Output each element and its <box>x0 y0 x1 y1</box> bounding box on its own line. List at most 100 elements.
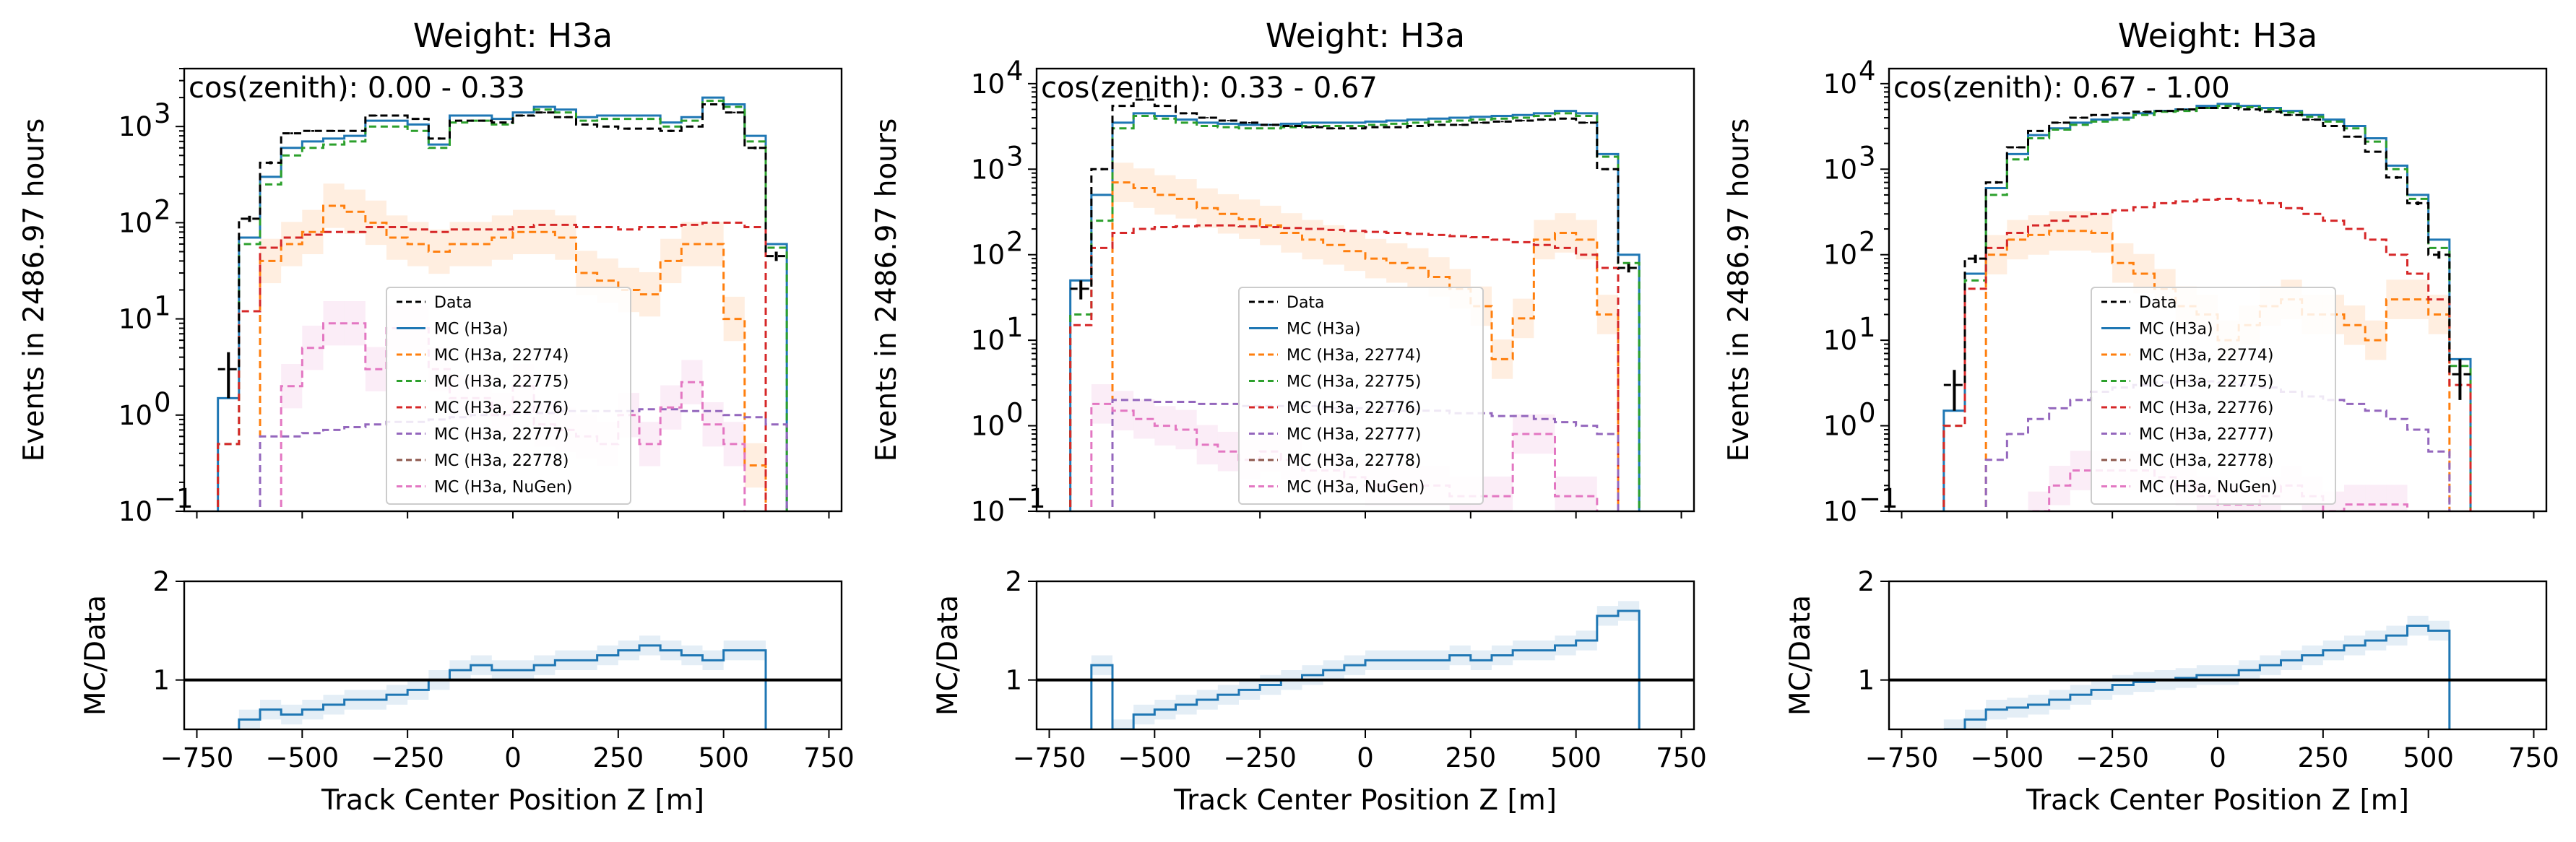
band-bin <box>2028 491 2049 511</box>
ratio-band-bin <box>1943 719 1965 729</box>
legend-entry: MC (H3a, 22776) <box>1287 399 1422 417</box>
x-axis-label: Track Center Position Z [m] <box>321 784 704 817</box>
legend-entry: MC (H3a) <box>434 321 509 339</box>
y-tick-label: 10 <box>1823 154 1857 185</box>
x-tick-label: −750 <box>160 742 234 773</box>
legend-entry: MC (H3a, 22775) <box>2139 373 2274 391</box>
legend-entry: MC (H3a, 22776) <box>2139 399 2274 417</box>
y-tick-label: 10 <box>971 69 1005 100</box>
data-error-bars <box>227 103 778 399</box>
y-tick-exponent: 3 <box>1859 141 1876 172</box>
x-tick-label: 250 <box>2298 742 2349 773</box>
y-tick-exponent: 0 <box>1859 398 1876 429</box>
y-tick-exponent: 1 <box>154 291 171 322</box>
cos-zenith-annotation: cos(zenith): 0.00 - 0.33 <box>189 71 525 105</box>
data-error-bars <box>1079 99 1630 300</box>
y-tick-label: 10 <box>118 111 152 142</box>
series-mc-h3a-22774- <box>1111 181 1620 511</box>
x-tick-label: 500 <box>698 742 749 773</box>
x-tick-label: 0 <box>504 742 522 773</box>
y-tick-exponent: 2 <box>1859 227 1876 258</box>
y-tick-exponent: 3 <box>154 98 171 129</box>
legend: Data MC (H3a) MC (H3a, 22774) MC (H3a, 2277… <box>386 287 631 505</box>
x-axis-label: Track Center Position Z [m] <box>2026 784 2409 817</box>
legend-entry: MC (H3a, NuGen) <box>434 479 572 497</box>
series-mc-h3a-22776- <box>217 221 767 511</box>
legend-entry: MC (H3a, 22774) <box>434 347 569 365</box>
cos-zenith-annotation: cos(zenith): 0.67 - 1.00 <box>1893 71 2230 105</box>
panel-title: Weight: H3a <box>1266 17 1465 55</box>
legend-entry: MC (H3a, 22774) <box>2139 347 2274 365</box>
ratio-line <box>1090 609 1641 729</box>
ratio-panel: 1 2 MC/Data −750 −500 −250 0 250 500 750 Track Cen… <box>932 566 1707 817</box>
series-mc-h3a-nugen- <box>1090 402 1599 511</box>
y-tick-exponent: 3 <box>1006 141 1024 172</box>
y-tick-label: 10 <box>971 325 1005 356</box>
y-tick-label: 10 <box>1823 496 1857 527</box>
x-tick-label: −500 <box>1971 742 2044 773</box>
panel-title: Weight: H3a <box>413 17 613 55</box>
ratio-y-tick-label: 1 <box>152 665 170 696</box>
legend: Data MC (H3a) MC (H3a, 22774) MC (H3a, 2277… <box>1238 287 1484 505</box>
y-tick-exponent: −1 <box>154 483 194 514</box>
panel-title: Weight: H3a <box>2118 17 2317 55</box>
y-tick-label: 10 <box>971 154 1005 185</box>
y-tick-exponent: 0 <box>1006 398 1024 429</box>
ratio-y-label: MC/Data <box>932 595 964 716</box>
x-tick-label: −500 <box>266 742 340 773</box>
series-mc-h3a-22776- <box>1942 197 2472 511</box>
y-tick-label: 10 <box>971 411 1005 442</box>
y-tick-label: 10 <box>971 496 1005 527</box>
series-mc-h3a-22774- <box>259 204 767 511</box>
y-tick-exponent: 4 <box>1006 56 1024 87</box>
legend-entry: MC (H3a, 22778) <box>2139 452 2274 470</box>
ratio-panel: 1 2 MC/Data −750 −500 −250 0 250 500 750 Track Cen… <box>79 566 855 817</box>
cos-zenith-annotation: cos(zenith): 0.33 - 0.67 <box>1041 71 1378 105</box>
legend-entry: MC (H3a, 22774) <box>1287 347 1422 365</box>
legend-box <box>1238 287 1484 505</box>
y-tick-exponent: 1 <box>1006 312 1024 343</box>
legend-entry: MC (H3a) <box>2139 321 2213 339</box>
legend-entry: MC (H3a, 22778) <box>434 452 569 470</box>
legend-entry: Data <box>434 294 472 312</box>
y-tick-label: 10 <box>1823 411 1857 442</box>
series-data <box>1943 106 2471 386</box>
y-tick-label: 10 <box>1823 69 1857 100</box>
ratio-plot-area <box>1090 601 1641 729</box>
y-axis-label: Events in 2486.97 hours <box>870 118 903 462</box>
ratio-panel: 1 2 MC/Data −750 −500 −250 0 250 500 750 Track Cen… <box>1784 566 2559 817</box>
x-tick-label: 750 <box>1656 742 1707 773</box>
x-tick-label: −750 <box>1865 742 1939 773</box>
x-tick-label: −750 <box>1013 742 1086 773</box>
legend-entry: MC (H3a, NuGen) <box>1287 479 1425 497</box>
x-tick-label: −250 <box>2075 742 2149 773</box>
y-tick-label: 10 <box>118 304 152 335</box>
series-mc-h3a-22776- <box>1069 224 1620 511</box>
y-tick-label: 10 <box>118 400 152 431</box>
ratio-y-tick-label: 2 <box>1005 566 1022 597</box>
legend-entry: MC (H3a) <box>1287 321 1361 339</box>
legend-entry: MC (H3a, 22776) <box>434 399 569 417</box>
x-tick-label: 500 <box>2403 742 2454 773</box>
y-axis-label: Events in 2486.97 hours <box>18 118 51 462</box>
legend-entry: MC (H3a, 22778) <box>1287 452 1422 470</box>
band-bin <box>2344 485 2366 511</box>
ratio-plot-area <box>1943 615 2451 729</box>
y-tick-exponent: −1 <box>1006 483 1046 514</box>
y-tick-exponent: 2 <box>154 194 171 225</box>
ratio-y-tick-label: 1 <box>1857 665 1875 696</box>
legend-entry: MC (H3a, 22777) <box>1287 426 1422 444</box>
series-mc-h3a-22777- <box>1111 399 1620 511</box>
ratio-y-tick-label: 2 <box>152 566 170 597</box>
legend-entry: MC (H3a, 22775) <box>434 373 569 391</box>
legend-entry: MC (H3a, 22777) <box>434 426 569 444</box>
legend: Data MC (H3a) MC (H3a, 22774) MC (H3a, 2277… <box>2091 287 2336 505</box>
ratio-y-label: MC/Data <box>79 595 112 716</box>
ratio-y-label: MC/Data <box>1784 595 1817 716</box>
y-tick-exponent: 2 <box>1006 227 1024 258</box>
series-data <box>217 103 787 370</box>
y-tick-label: 10 <box>118 496 152 527</box>
legend-box <box>386 287 631 505</box>
